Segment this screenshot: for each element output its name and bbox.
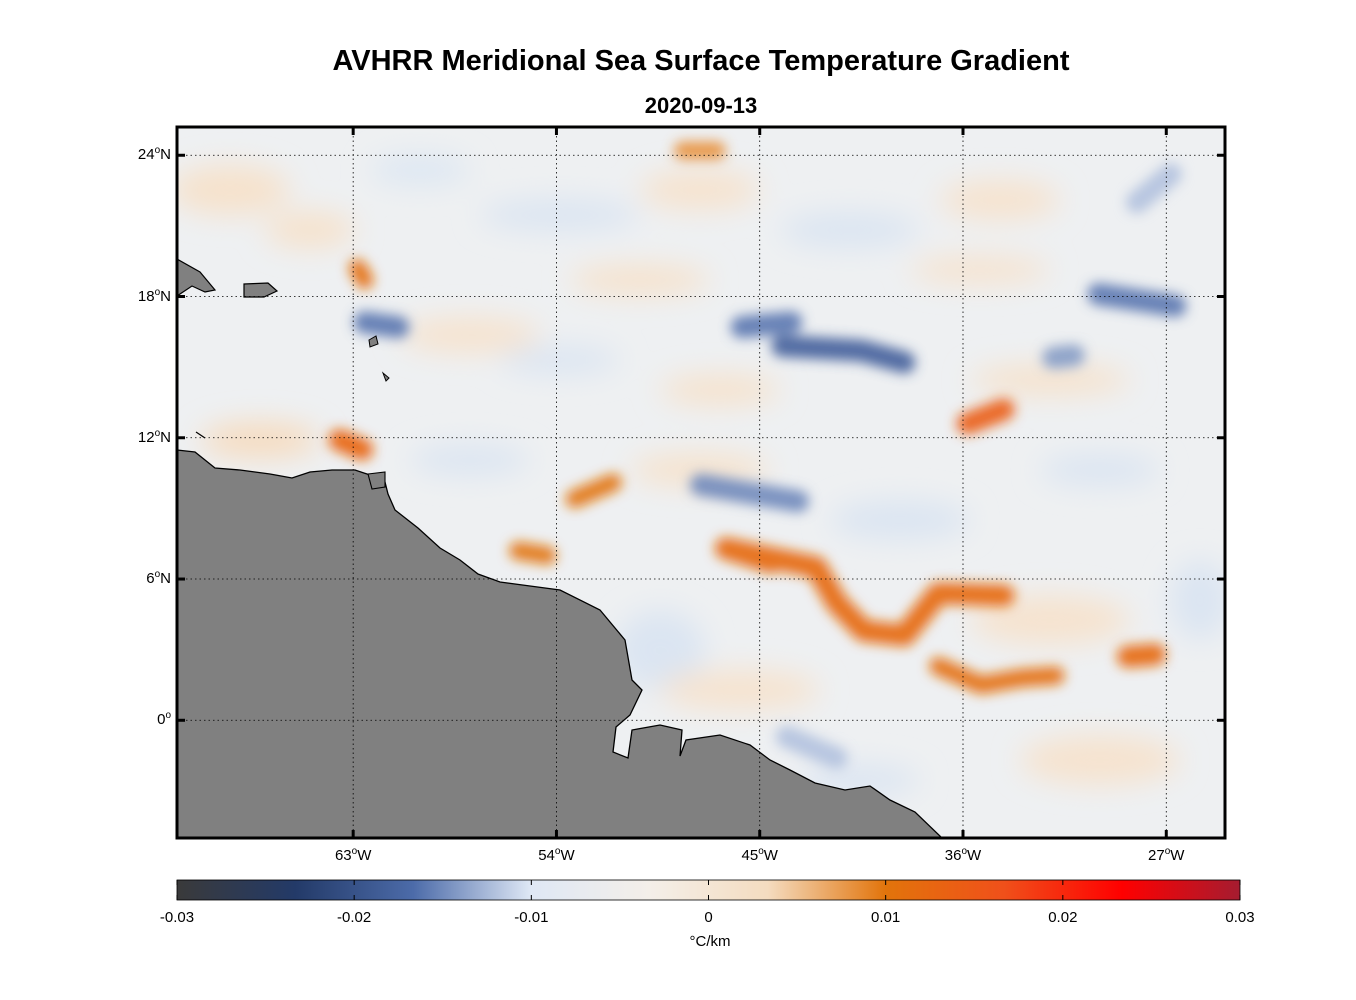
colorbar-tick-label: -0.02 bbox=[337, 909, 372, 926]
gridlines bbox=[177, 127, 1225, 838]
gradient-feature-positive bbox=[348, 259, 374, 289]
island-martinique bbox=[381, 371, 390, 382]
island-virgin-islands bbox=[243, 282, 279, 298]
gradient-feature-negative bbox=[353, 311, 410, 339]
gradient-feature-positive bbox=[929, 657, 1065, 694]
gradient-feature-negative bbox=[771, 335, 916, 374]
lat-label: 18oN bbox=[137, 286, 171, 305]
chart-title: AVHRR Meridional Sea Surface Temperature… bbox=[332, 45, 1070, 77]
colorbar-tick-label: 0.03 bbox=[1225, 909, 1255, 926]
lon-label: 36oW bbox=[944, 846, 982, 864]
island-grenada bbox=[195, 431, 206, 439]
colorbar-unit-label: °C/km bbox=[689, 933, 731, 950]
lon-label: 54oW bbox=[538, 846, 575, 864]
gradient-feature-negative bbox=[775, 725, 848, 769]
lat-label: 0o bbox=[157, 710, 171, 729]
gradient-feature-positive bbox=[509, 541, 557, 565]
background-texture bbox=[177, 155, 1225, 795]
island-puerto-rico bbox=[177, 258, 217, 297]
gradient-feature-negative bbox=[1125, 163, 1182, 214]
lon-label: 27oW bbox=[1148, 846, 1185, 864]
lon-label: 63oW bbox=[334, 846, 372, 864]
gradient-feature-positive bbox=[1116, 643, 1166, 668]
south-america-landmass bbox=[177, 449, 943, 838]
lat-label: 6oN bbox=[146, 569, 171, 588]
gradient-feature-negative bbox=[1042, 344, 1085, 369]
lat-label: 24oN bbox=[137, 145, 171, 164]
chart-subtitle: 2020-09-13 bbox=[644, 93, 758, 118]
gradient-feature-positive bbox=[328, 429, 374, 461]
gradient-feature-negative bbox=[730, 311, 803, 339]
island-trinidad bbox=[367, 471, 386, 490]
plot-area bbox=[177, 127, 1225, 838]
gradient-feature-positive bbox=[714, 537, 1015, 647]
island-guadeloupe bbox=[368, 335, 379, 348]
gradient-feature-negative bbox=[690, 473, 810, 513]
colorbar-tick-label: 0 bbox=[704, 909, 713, 926]
gradient-feature-positive bbox=[565, 473, 622, 508]
colorbar-tick-label: -0.03 bbox=[159, 909, 195, 926]
axis-ticks bbox=[177, 127, 1225, 838]
gradient-features bbox=[328, 141, 1187, 769]
lon-label: 45oW bbox=[741, 846, 778, 864]
colorbar-tick-label: 0.02 bbox=[1048, 909, 1078, 926]
land bbox=[177, 258, 943, 838]
gradient-feature-positive bbox=[956, 398, 1015, 435]
colorbar-ticks bbox=[176, 880, 1241, 900]
gradient-feature-negative bbox=[1087, 283, 1187, 317]
lat-label: 12oN bbox=[137, 427, 171, 446]
colorbar-tick-label: 0.01 bbox=[871, 909, 901, 926]
colorbar-tick-label: -0.01 bbox=[514, 909, 549, 926]
map-frame bbox=[175, 125, 1227, 840]
